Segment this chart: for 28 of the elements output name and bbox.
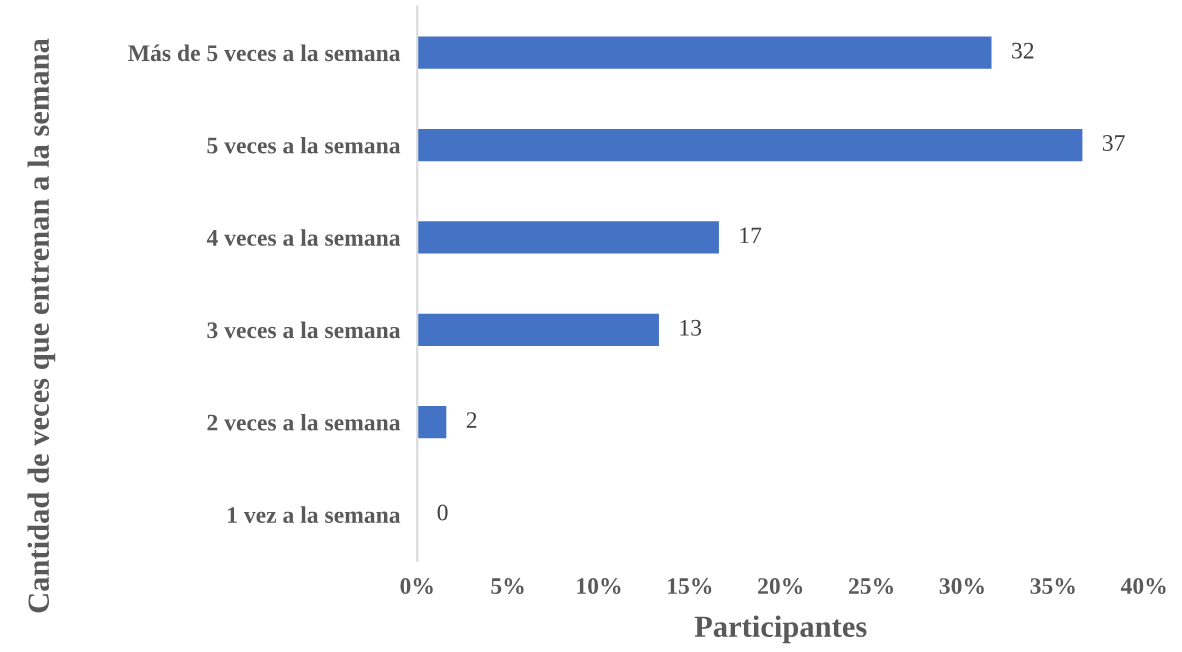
bar <box>417 313 659 346</box>
data-label: 13 <box>680 319 702 336</box>
bar <box>417 221 719 254</box>
x-tick-label: 10% <box>577 578 621 595</box>
x-tick-label: 0% <box>400 578 433 595</box>
x-tick-label: 25% <box>848 578 893 595</box>
y-tick-label: 2 veces a la semana <box>207 413 401 431</box>
data-label: 32 <box>1012 42 1034 59</box>
y-tick-label: 1 vez a la semana <box>228 506 401 523</box>
y-tick-label: 4 veces a la semana <box>206 229 401 246</box>
x-tick-label: 30% <box>939 578 984 595</box>
bar <box>417 128 1083 162</box>
x-tick-label: 15% <box>668 578 712 595</box>
x-axis-title: Participantes <box>694 615 867 644</box>
data-label: 17 <box>740 227 762 244</box>
x-tick-label: 5% <box>491 578 524 595</box>
bar <box>417 406 447 439</box>
x-tick-label: 20% <box>758 578 803 595</box>
data-label: 2 <box>466 412 477 428</box>
data-label: 0 <box>437 504 448 521</box>
y-tick-label: 3 veces a la semana <box>207 321 401 339</box>
data-label: 37 <box>1102 135 1125 151</box>
x-tick-label: 35% <box>1030 578 1075 595</box>
y-axis-title: Cantidad de veces que entrenan a la semana <box>27 38 56 613</box>
y-tick-label: Más de 5 veces a la semana <box>128 44 401 62</box>
bar <box>417 36 992 69</box>
x-tick-label: 40% <box>1120 578 1166 595</box>
y-tick-label: 5 veces a la semana <box>207 136 401 154</box>
